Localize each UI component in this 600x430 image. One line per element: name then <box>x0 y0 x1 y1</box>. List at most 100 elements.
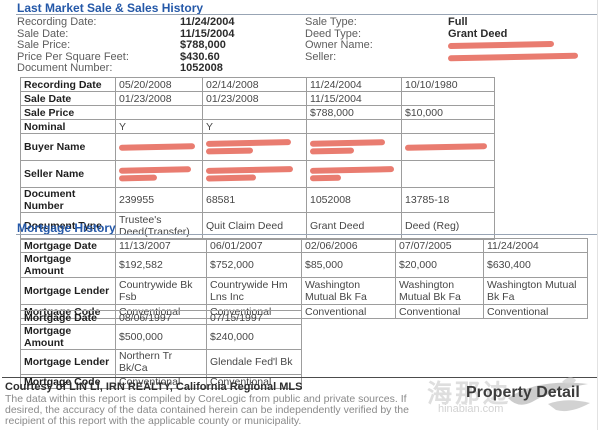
summary-label: Price Per Square Feet: <box>17 50 129 63</box>
data-cell <box>202 133 307 161</box>
data-cell: 11/24/2004 <box>306 77 402 92</box>
row-label-cell: Mortgage Date <box>20 310 116 325</box>
data-cell: 1052008 <box>306 187 402 213</box>
data-cell: Deed (Reg) <box>401 212 495 240</box>
redaction-mark <box>309 147 355 155</box>
data-cell <box>306 160 402 188</box>
summary-row: Sale Price: $788,000 <box>17 39 234 52</box>
summary-label: Sale Type: <box>305 16 357 28</box>
data-cell: $192,582 <box>115 252 207 278</box>
summary-label: Owner Name: <box>305 39 373 51</box>
summary-label: Document Number: <box>17 62 113 74</box>
redaction-mark <box>205 147 253 155</box>
data-cell <box>115 133 203 161</box>
data-cell: 13785-18 <box>401 187 495 213</box>
data-cell <box>306 119 402 134</box>
data-cell <box>115 160 203 188</box>
data-cell: Countrywide Bk Fsb <box>115 277 207 305</box>
data-cell <box>401 91 495 106</box>
courtesy-line: Courtesy of LIN LI, IRN REALTY, Californ… <box>5 381 303 393</box>
property-detail-stamp: Property Detail <box>466 384 580 401</box>
row-label-cell: Mortgage Date <box>20 238 116 253</box>
data-cell: Grant Deed <box>306 212 402 240</box>
data-cell: Y <box>115 119 203 134</box>
summary-value: 11/24/2004 <box>180 16 235 28</box>
summary-row: Owner Name: <box>305 39 578 52</box>
table-row: Sale Date 01/23/2008 01/23/2008 11/15/2004 <box>20 91 495 106</box>
summary-row: Sale Date: 11/15/2004 <box>17 27 235 41</box>
data-cell: 02/06/2006 <box>301 238 396 253</box>
data-cell <box>115 105 203 120</box>
data-cell: $630,400 <box>483 252 588 278</box>
summary-label: Seller: <box>305 50 337 63</box>
row-label-cell: Seller Name <box>20 160 116 188</box>
table-row: Seller Name <box>20 160 495 188</box>
data-cell: Conventional <box>395 304 484 319</box>
data-cell <box>401 119 495 134</box>
data-cell: Y <box>202 119 307 134</box>
sale-summary-left: Recording Date: 11/24/2004 Sale Date: 11/15… <box>17 16 235 75</box>
data-cell: 05/20/2008 <box>115 77 203 92</box>
data-cell: 06/01/2007 <box>206 238 302 253</box>
data-cell: Conventional <box>301 304 396 319</box>
row-label-cell: Mortgage Amount <box>20 324 116 350</box>
data-cell: Washington Mutual Bk Fa <box>301 277 396 305</box>
data-cell: 02/14/2008 <box>202 77 307 92</box>
summary-row: Document Number: 1052008 <box>17 62 234 75</box>
summary-row: Price Per Square Feet: $430.60 <box>17 50 234 64</box>
data-cell: 10/10/1980 <box>401 77 495 92</box>
summary-label: Sale Date: <box>17 27 69 40</box>
table-row: Document Type Trustee's Deed(Transfer) Qui… <box>20 212 495 240</box>
summary-row: Sale Type: Full <box>305 16 578 29</box>
summary-label: Recording Date: <box>17 16 97 28</box>
summary-value: 1052008 <box>180 62 223 74</box>
redaction-mark <box>205 174 257 182</box>
watermark-domain: hinabian.com <box>438 403 504 415</box>
section-divider <box>16 14 597 15</box>
data-cell <box>202 160 307 188</box>
row-label-cell: Document Number <box>20 187 116 213</box>
redaction-mark <box>118 143 196 151</box>
row-label-cell: Buyer Name <box>20 133 116 161</box>
data-cell <box>306 133 402 161</box>
table-row: Mortgage Amount $500,000 $240,000 <box>20 324 302 350</box>
data-cell: 11/24/2004 <box>483 238 588 253</box>
mortgage-history-table-1: Mortgage Date 11/13/2007 06/01/2007 02/06/2… <box>20 238 588 319</box>
summary-value: 11/15/2004 <box>180 27 235 40</box>
redaction-mark <box>309 166 394 174</box>
data-cell: 01/23/2008 <box>202 91 307 106</box>
table-row: Mortgage Date 08/06/1997 07/15/1997 <box>20 310 302 325</box>
summary-value <box>447 52 579 62</box>
data-cell: 08/06/1997 <box>115 310 207 325</box>
data-cell: 11/15/2004 <box>306 91 402 106</box>
data-cell <box>401 133 495 161</box>
redaction-mark <box>118 174 158 182</box>
table-row: Document Number 239955 68581 1052008 13785-1… <box>20 187 495 213</box>
summary-value: $788,000 <box>180 39 226 51</box>
data-cell: $788,000 <box>306 105 402 120</box>
data-cell: 01/23/2008 <box>115 91 203 106</box>
redaction-mark <box>447 40 555 50</box>
redaction-mark <box>404 143 487 151</box>
mortgage-history-title: Mortgage History <box>17 221 116 235</box>
data-cell: 07/15/1997 <box>206 310 302 325</box>
table-row: Nominal Y Y <box>20 119 495 134</box>
data-cell: $10,000 <box>401 105 495 120</box>
watermark-swoosh-icon <box>500 372 595 422</box>
data-cell: 68581 <box>202 187 307 213</box>
data-cell: Washington Mutual Bk Fa <box>483 277 588 305</box>
data-cell: $85,000 <box>301 252 396 278</box>
data-cell: Glendale Fed'l Bk <box>206 349 302 375</box>
data-cell: Countrywide Hm Lns Inc <box>206 277 302 305</box>
summary-row: Deed Type: Grant Deed <box>305 27 578 41</box>
data-cell: Quit Claim Deed <box>202 212 307 240</box>
table-row: Mortgage Amount $192,582 $752,000 $85,000 $2… <box>20 252 588 278</box>
section-divider <box>16 234 597 235</box>
mortgage-history-table-2: Mortgage Date 08/06/1997 07/15/1997 Mortgag… <box>20 310 302 389</box>
data-cell: $240,000 <box>206 324 302 350</box>
summary-value: Grant Deed <box>448 27 508 40</box>
row-label-cell: Recording Date <box>20 77 116 92</box>
redaction-mark <box>118 166 192 174</box>
summary-row: Recording Date: 11/24/2004 <box>17 16 235 29</box>
